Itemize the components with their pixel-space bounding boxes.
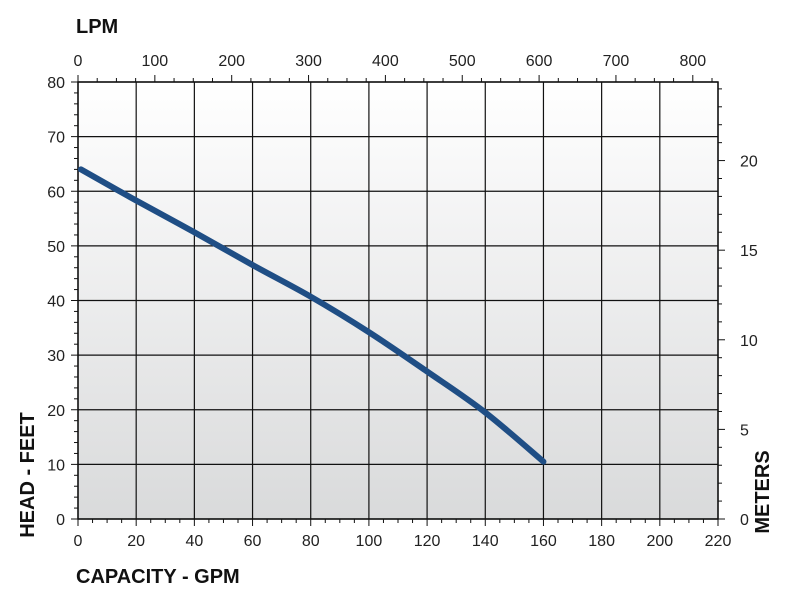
grid	[77, 81, 719, 520]
x2-tick-label: 300	[295, 53, 322, 70]
y-tick-label: 30	[47, 348, 65, 365]
x-tick-label: 180	[588, 533, 615, 550]
y-tick-label: 0	[56, 512, 65, 529]
plot-frame	[77, 81, 719, 520]
y2-tick-label: 15	[740, 243, 758, 260]
y-tick-label: 60	[47, 184, 65, 201]
y2-tick-label: 5	[740, 422, 749, 439]
x2-tick-label: 500	[449, 53, 476, 70]
x-tick-label: 140	[472, 533, 499, 550]
y-axis-title: HEAD - FEET	[17, 412, 39, 538]
y2-tick-label: 0	[740, 512, 749, 529]
x-tick-label: 200	[646, 533, 673, 550]
x-tick-label: 120	[414, 533, 441, 550]
x2-tick-label: 200	[218, 53, 245, 70]
y-tick-label: 50	[47, 239, 65, 256]
x-tick-label: 20	[127, 533, 145, 550]
x-tick-label: 160	[530, 533, 557, 550]
y2-tick-label: 20	[740, 154, 758, 171]
y-tick-label: 80	[47, 75, 65, 92]
y-tick-label: 10	[47, 457, 65, 474]
x-tick-label: 80	[302, 533, 320, 550]
x-tick-label: 40	[185, 533, 203, 550]
x2-tick-label: 400	[372, 53, 399, 70]
tick-labels: 0 20 40 60 80 100 120 140 160 180 200 2200102030405…	[47, 53, 758, 550]
y2-tick-label: 10	[740, 333, 758, 350]
y-tick-label: 20	[47, 403, 65, 420]
x-tick-label: 0	[74, 533, 83, 550]
x2-tick-label: 600	[526, 53, 553, 70]
x-tick-label: 100	[356, 533, 383, 550]
x2-tick-label: 700	[603, 53, 630, 70]
y-tick-label: 70	[47, 130, 65, 147]
x2-tick-label: 800	[679, 53, 706, 70]
x-axis-title: CAPACITY - GPM	[76, 566, 240, 588]
series-layer	[77, 166, 547, 465]
y2-axis-title: METERS	[752, 450, 774, 533]
series-line	[77, 166, 547, 465]
x-tick-label: 60	[244, 533, 262, 550]
y-tick-label: 40	[47, 294, 65, 311]
x-tick-label: 220	[705, 533, 732, 550]
x2-tick-label: 0	[74, 53, 83, 70]
x2-tick-label: 100	[141, 53, 168, 70]
x2-axis-title: LPM	[76, 16, 118, 38]
